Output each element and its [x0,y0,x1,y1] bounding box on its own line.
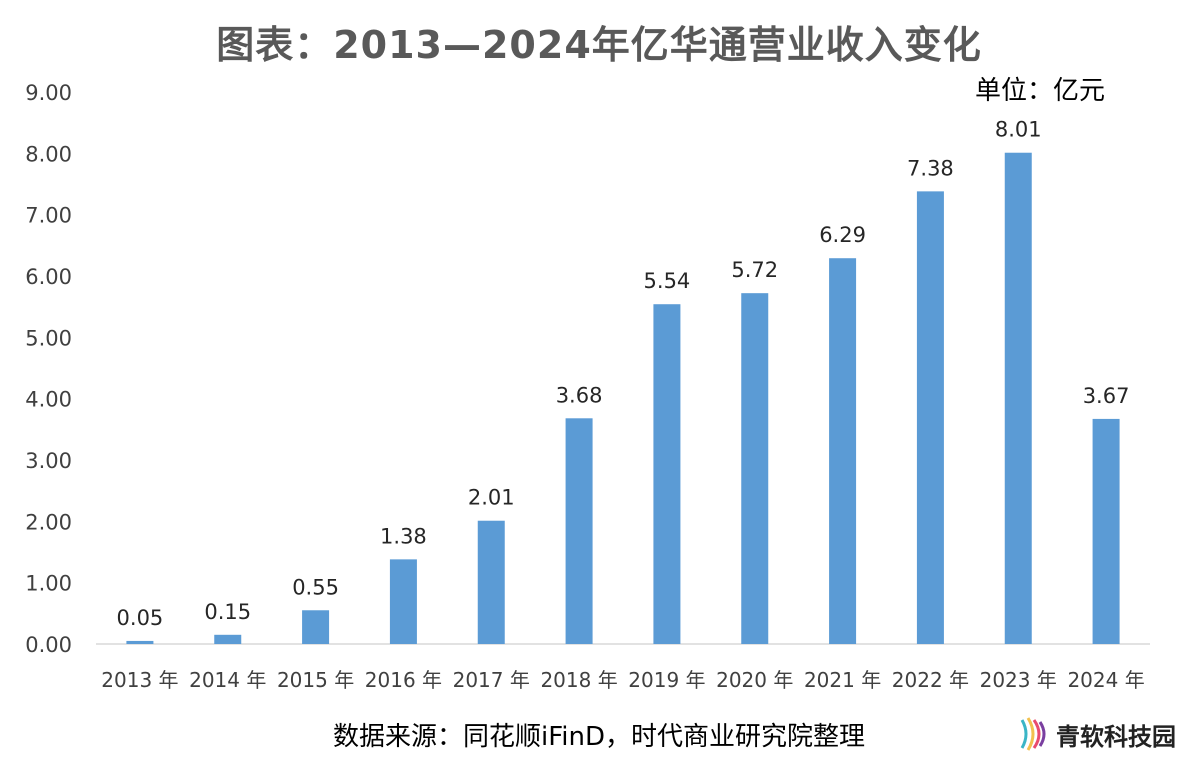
y-tick-label: 9.00 [25,81,72,105]
bar [916,191,944,645]
x-tick-label: 2015 年 [277,668,354,692]
x-tick-label: 2023 年 [980,668,1057,692]
x-tick-label: 2017 年 [453,668,530,692]
y-tick-label: 2.00 [25,510,72,534]
x-tick-label: 2024 年 [1067,668,1144,692]
data-label: 8.01 [995,118,1042,142]
bar [741,293,769,644]
x-tick-label: 2020 年 [716,668,793,692]
data-label: 1.38 [380,524,427,548]
y-tick-label: 3.00 [25,449,72,473]
bar [214,634,242,644]
data-label: 0.55 [292,575,339,599]
data-label: 5.72 [731,258,778,282]
y-tick-label: 7.00 [25,204,72,228]
y-tick-label: 5.00 [25,326,72,350]
x-tick-label: 2019 年 [628,668,705,692]
chart-title: 图表：2013—2024年亿华通营业收入变化 [216,23,982,67]
x-tick-label: 2014 年 [189,668,266,692]
watermark: 青软科技园 [1018,712,1176,756]
bar [389,559,417,644]
watermark-text: 青软科技园 [1056,722,1176,751]
x-tick-label: 2016 年 [365,668,442,692]
data-label: 0.05 [117,606,164,630]
data-label: 5.54 [644,269,691,293]
x-tick-label: 2018 年 [540,668,617,692]
y-tick-label: 0.00 [25,633,72,657]
x-tick-label: 2013 年 [101,668,178,692]
bar [653,304,681,644]
bar [565,418,593,644]
data-label: 3.67 [1083,384,1130,408]
y-tick-label: 8.00 [25,142,72,166]
bar [1004,152,1032,644]
bar [829,258,857,644]
y-tick-label: 6.00 [25,265,72,289]
y-tick-label: 4.00 [25,388,72,412]
y-tick-label: 1.00 [25,572,72,596]
bar [1092,418,1120,644]
data-label: 0.15 [204,600,251,624]
x-tick-label: 2022 年 [892,668,969,692]
data-label: 2.01 [468,486,515,510]
source-note: 数据来源：同花顺iFinD，时代商业研究院整理 [332,722,865,752]
data-label: 6.29 [819,223,866,247]
logo-icon [1020,717,1046,751]
bar [126,640,154,644]
bar [302,610,330,644]
x-tick-label: 2021 年 [804,668,881,692]
unit-label: 单位：亿元 [975,76,1106,106]
data-label: 7.38 [907,156,954,180]
data-label: 3.68 [556,383,603,407]
bar [477,520,505,644]
